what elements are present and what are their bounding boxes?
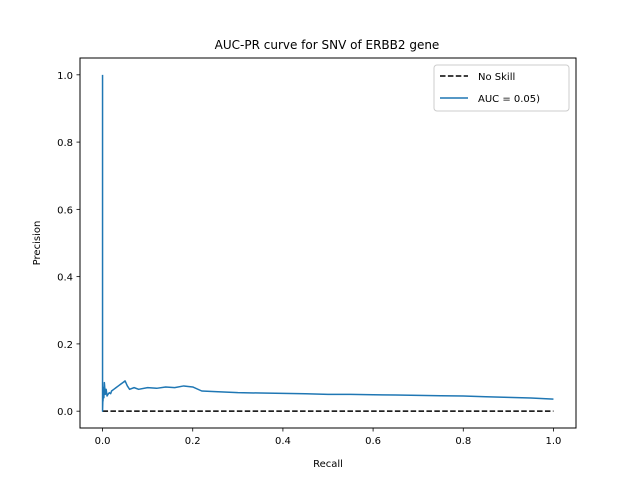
y-tick-label: 0.4 [57, 273, 73, 284]
y-tick-label: 0.2 [57, 340, 73, 351]
x-tick-label: 0.2 [185, 436, 201, 447]
x-tick-label: 0.4 [275, 436, 291, 447]
x-axis-label: Recall [313, 459, 343, 470]
plot-area [79, 57, 577, 429]
plot-frame [79, 57, 577, 429]
series-lines [101, 74, 554, 412]
chart-title: AUC-PR curve for SNV of ERBB2 gene [215, 38, 440, 52]
y-axis-ticks: 0.0 0.2 0.4 0.6 0.8 1.0 [57, 71, 80, 418]
legend-label-no-skill: No Skill [478, 72, 515, 83]
x-tick-label: 1.0 [546, 436, 562, 447]
x-tick-label: 0.6 [365, 436, 381, 447]
y-tick-label: 0.0 [57, 407, 73, 418]
y-tick-label: 1.0 [57, 71, 73, 82]
legend-label-auc: AUC = 0.05) [478, 94, 540, 105]
x-tick-label: 0.0 [95, 436, 111, 447]
y-tick-label: 0.8 [57, 138, 73, 149]
pr-curve-line [101, 74, 554, 412]
y-axis-label: Precision [32, 221, 43, 266]
y-tick-label: 0.6 [57, 205, 73, 216]
x-tick-label: 0.8 [455, 436, 471, 447]
x-axis-ticks: 0.0 0.2 0.4 0.6 0.8 1.0 [95, 428, 562, 447]
legend: No Skill AUC = 0.05) [433, 64, 570, 112]
